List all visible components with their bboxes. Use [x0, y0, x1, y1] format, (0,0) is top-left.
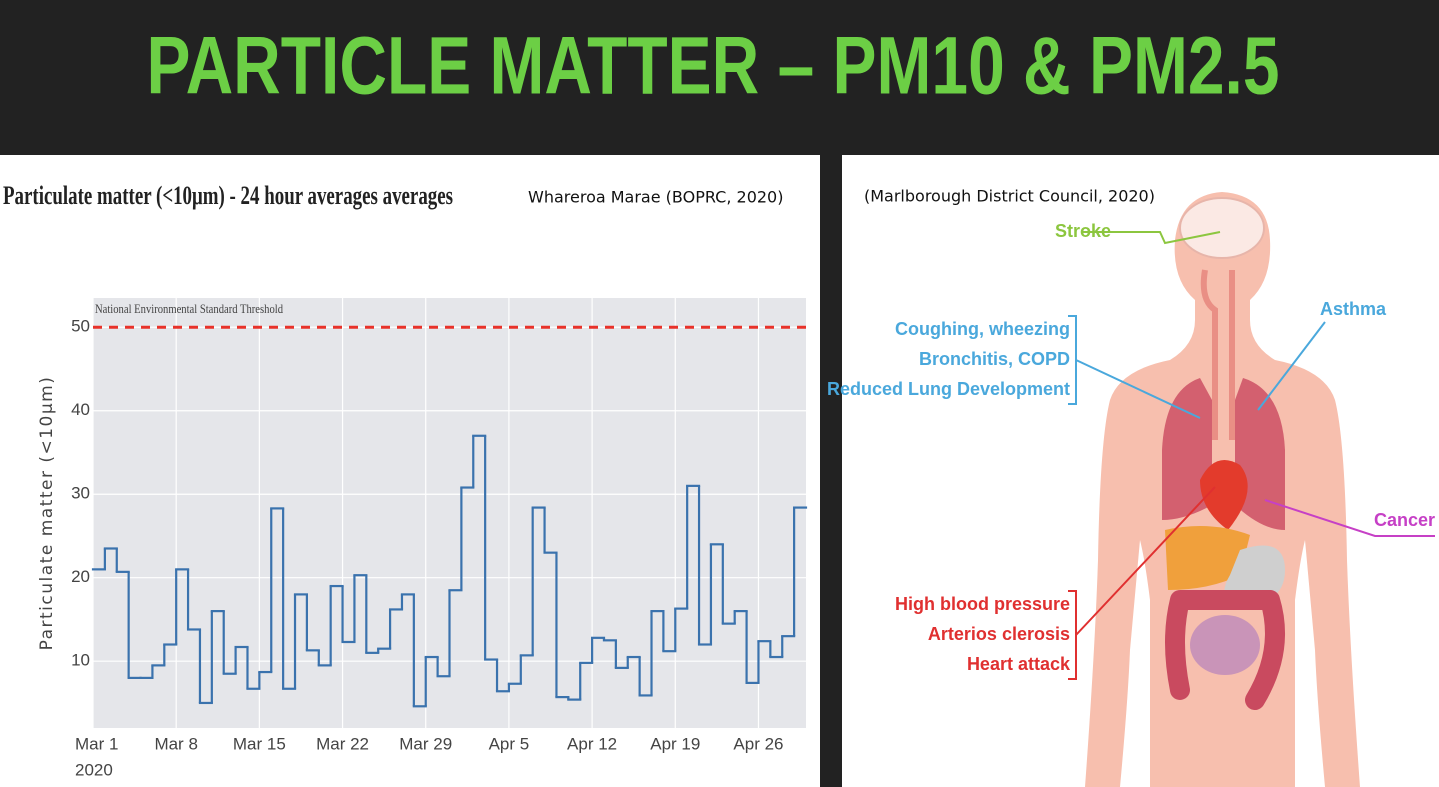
colon	[1165, 590, 1285, 710]
respiratory-label: Bronchitis, COPD	[919, 349, 1070, 369]
stroke-label: Stroke	[1055, 221, 1111, 241]
cardio-label: Arterios clerosis	[928, 624, 1070, 644]
lung-right	[1235, 378, 1285, 530]
x-tick-label: Mar 1	[75, 734, 118, 753]
lung-left	[1162, 378, 1212, 520]
stroke-pointer	[1082, 231, 1221, 245]
asthma-label: Asthma	[1320, 299, 1387, 319]
y-tick-label: 10	[71, 651, 90, 670]
body-diagram	[1068, 192, 1435, 787]
airway	[1200, 269, 1235, 440]
y-tick-label: 20	[71, 567, 90, 586]
step-riser	[103, 435, 796, 707]
slide-title: PARTICLE MATTER – PM10 & PM2.5	[147, 21, 1280, 112]
x-tick-label: Apr 5	[489, 734, 530, 753]
respiratory-label: Reduced Lung Development	[827, 379, 1070, 399]
x-tick-year: 2020	[75, 760, 113, 779]
x-tick-label: Mar 29	[399, 734, 452, 753]
x-tick-label: Mar 22	[316, 734, 369, 753]
asthma-pointer	[1257, 321, 1326, 411]
cardio-label: Heart attack	[967, 654, 1071, 674]
title-bar	[0, 0, 1439, 155]
x-tick-label: Apr 26	[733, 734, 783, 753]
y-axis-label: Particulate matter (<10μm)	[37, 376, 57, 651]
y-tick-label: 50	[71, 317, 90, 336]
cardio-label: High blood pressure	[895, 594, 1070, 614]
chart-source: Whareroa Marae (BOPRC, 2020)	[528, 188, 783, 207]
heart	[1200, 460, 1248, 530]
plot: Mar 1 Mar 8 Mar 15 Mar 22 Mar 29 Apr 5 Apr 12 A…	[71, 298, 808, 779]
liver	[1165, 526, 1250, 590]
chart-title: Particulate matter (<10μm) - 24 hour ave…	[3, 181, 453, 210]
cancer-pointer	[1264, 499, 1435, 537]
x-tick-label: Mar 8	[154, 734, 197, 753]
diagram-source: (Marlborough District Council, 2020)	[864, 187, 1155, 206]
x-tick-label: Apr 19	[650, 734, 700, 753]
cancer-label: Cancer	[1374, 510, 1435, 530]
divider	[820, 155, 842, 787]
respiratory-pointer	[1068, 315, 1201, 419]
y-tick-label: 40	[71, 400, 90, 419]
x-tick-label: Mar 15	[233, 734, 286, 753]
respiratory-label: Coughing, wheezing	[895, 319, 1070, 339]
cardio-pointer	[1068, 486, 1216, 680]
brain	[1179, 197, 1265, 259]
intestines	[1190, 615, 1260, 675]
threshold-label: National Environmental Standard Threshol…	[95, 301, 283, 316]
x-tick-label: Apr 12	[567, 734, 617, 753]
y-tick-label: 30	[71, 484, 90, 503]
